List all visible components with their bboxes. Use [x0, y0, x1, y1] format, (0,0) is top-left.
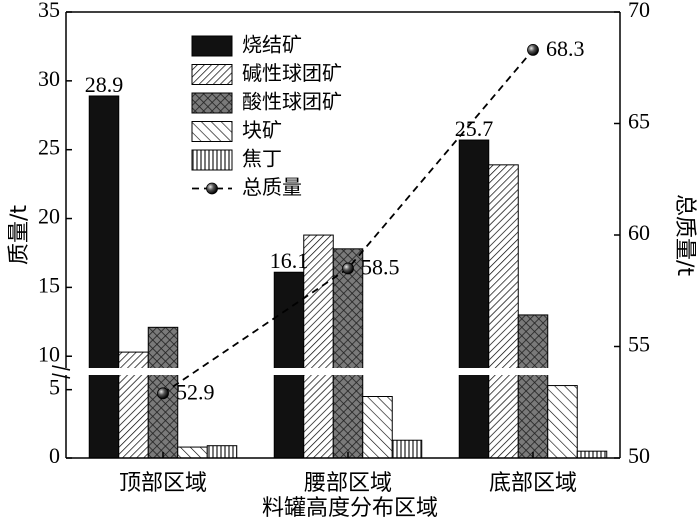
y-tick-label-15: 15	[38, 272, 60, 297]
axis-break	[51, 365, 620, 379]
y-tick-label-30: 30	[38, 66, 60, 91]
legend-label-酸性球团矿: 酸性球团矿	[242, 90, 342, 114]
bars-layer	[88, 95, 608, 459]
data-labels: 28.9 16.1 25.7 52.9 58.5 68.3	[85, 36, 585, 404]
y2-tick-label-55: 55	[628, 332, 650, 357]
bar-data-label-顶部区域: 28.9	[85, 72, 124, 97]
y2-axis-title: 总质量/t	[672, 194, 697, 276]
y-tick-label-35: 35	[38, 0, 60, 22]
total-mass-point-顶部区域	[157, 387, 169, 400]
line-data-label-底部区域: 68.3	[546, 36, 585, 61]
x-tick-label-腰部区域: 腰部区域	[304, 471, 392, 496]
y-axis-title: 质量/t	[7, 205, 32, 265]
axis-ticks: 0 5 10 15 20 25 30 35 50 55 60 65 70 顶部区域 腰部区域 底部区域	[38, 0, 650, 496]
line-data-label-顶部区域: 52.9	[176, 379, 215, 404]
y-tick-label-10: 10	[38, 341, 60, 366]
bar-块矿-腰部区域	[362, 396, 393, 459]
x-tick-label-顶部区域: 顶部区域	[119, 471, 207, 496]
bar-碱性球团矿-顶部区域	[118, 351, 149, 459]
bar-酸性球团矿-腰部区域	[332, 248, 364, 459]
y2-tick-label-65: 65	[628, 109, 650, 134]
axis-break-band	[52, 368, 620, 375]
axis-break-mark-bottom	[51, 373, 71, 379]
y2-tick-label-60: 60	[628, 220, 650, 245]
y2-tick-label-50: 50	[628, 443, 650, 468]
total-mass-line-layer	[157, 44, 539, 400]
total-mass-point-腰部区域	[342, 262, 354, 275]
legend-label-烧结矿: 烧结矿	[242, 33, 302, 57]
legend-swatch-块矿	[191, 121, 233, 142]
y-tick-label-25: 25	[38, 135, 60, 160]
bar-焦丁-腰部区域	[391, 439, 423, 459]
legend-label-焦丁: 焦丁	[242, 147, 282, 171]
bar-块矿-顶部区域	[177, 446, 208, 459]
y-tick-label-5: 5	[49, 375, 60, 400]
axis-break-mark-top	[51, 365, 71, 371]
bar-烧结矿-底部区域	[458, 139, 490, 459]
line-data-label-腰部区域: 58.5	[361, 254, 400, 279]
y-tick-label-0: 0	[49, 443, 60, 468]
legend-swatch-碱性球团矿	[191, 64, 233, 85]
bar-烧结矿-顶部区域	[88, 95, 120, 459]
bar-块矿-底部区域	[547, 385, 578, 459]
legend-label-碱性球团矿: 碱性球团矿	[242, 61, 342, 85]
bar-碱性球团矿-底部区域	[488, 164, 519, 459]
legend-swatch-焦丁	[191, 149, 233, 171]
legend-swatch-酸性球团矿	[191, 92, 233, 114]
legend-swatch-烧结矿	[191, 35, 233, 57]
total-mass-line	[162, 49, 534, 395]
total-mass-point-底部区域	[527, 44, 539, 56]
bar-焦丁-顶部区域	[206, 445, 238, 459]
legend-label-块矿: 块矿	[242, 118, 282, 142]
y-tick-label-20: 20	[38, 204, 60, 229]
x-axis-title: 料罐高度分布区域	[262, 496, 438, 521]
legend-label-总质量: 总质量	[242, 175, 302, 199]
y2-tick-label-70: 70	[628, 0, 650, 22]
bar-data-label-腰部区域: 16.1	[270, 248, 309, 273]
bar-碱性球团矿-腰部区域	[303, 234, 334, 459]
x-tick-label-底部区域: 底部区域	[489, 471, 577, 496]
bar-焦丁-底部区域	[576, 450, 608, 459]
bar-烧结矿-腰部区域	[273, 271, 305, 459]
legend-swatch-marker-总质量	[206, 182, 218, 195]
bar-酸性球团矿-底部区域	[517, 314, 549, 459]
bar-data-label-底部区域: 25.7	[455, 116, 494, 141]
